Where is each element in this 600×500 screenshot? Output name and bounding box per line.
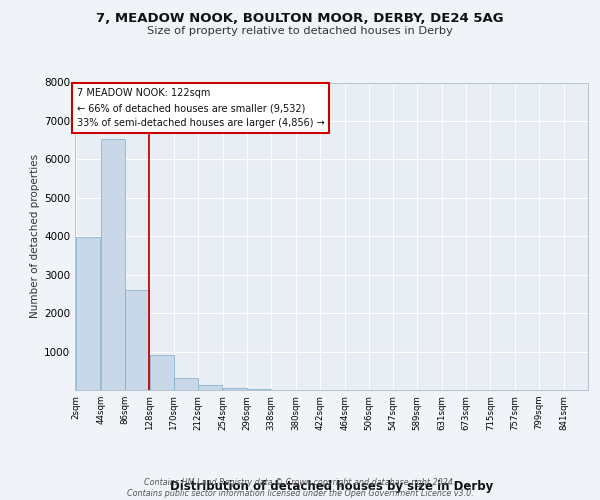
Bar	[174, 378, 198, 390]
Y-axis label: Number of detached properties: Number of detached properties	[30, 154, 40, 318]
Text: Size of property relative to detached houses in Derby: Size of property relative to detached ho…	[147, 26, 453, 36]
Bar	[101, 140, 125, 390]
Text: Contains HM Land Registry data © Crown copyright and database right 2024.
Contai: Contains HM Land Registry data © Crown c…	[127, 478, 473, 498]
Bar	[223, 388, 247, 390]
X-axis label: Distribution of detached houses by size in Derby: Distribution of detached houses by size …	[170, 480, 493, 492]
Bar	[247, 389, 271, 390]
Text: 7, MEADOW NOOK, BOULTON MOOR, DERBY, DE24 5AG: 7, MEADOW NOOK, BOULTON MOOR, DERBY, DE2…	[96, 12, 504, 26]
Text: 7 MEADOW NOOK: 122sqm
← 66% of detached houses are smaller (9,532)
33% of semi-d: 7 MEADOW NOOK: 122sqm ← 66% of detached …	[77, 88, 325, 128]
Bar	[76, 237, 100, 390]
Bar	[149, 355, 173, 390]
Bar	[125, 290, 149, 390]
Bar	[199, 384, 223, 390]
